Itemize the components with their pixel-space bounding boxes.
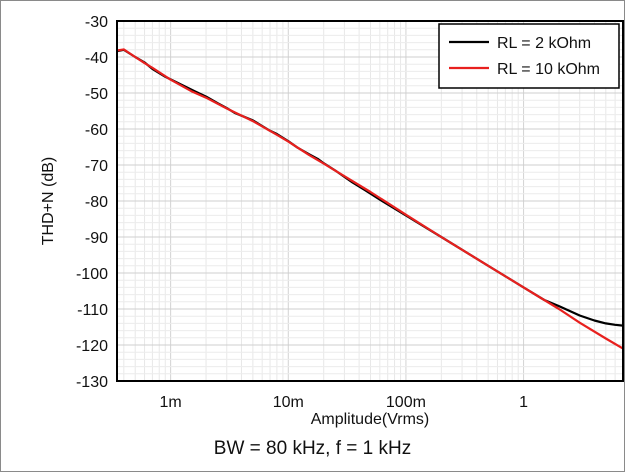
x-tick-label: 1m xyxy=(160,394,182,411)
y-tick-label: -30 xyxy=(85,14,108,31)
x-tick-label: 10m xyxy=(273,394,304,411)
y-tick-label: -130 xyxy=(76,374,108,391)
y-tick-label: -80 xyxy=(85,194,108,211)
y-axis-label: THD+N (dB) xyxy=(40,157,57,245)
series-layer xyxy=(116,48,624,350)
plot-border xyxy=(116,20,624,382)
x-tick-label: 1 xyxy=(519,394,528,411)
legend: RL = 2 kOhm RL = 10 kOhm xyxy=(438,23,620,89)
y-tick-label: -70 xyxy=(85,158,108,175)
legend-box xyxy=(438,23,620,89)
y-tick-label: -60 xyxy=(85,122,108,139)
x-axis-ticks: 1m 10m 100m 1 xyxy=(160,394,529,411)
y-tick-label: -40 xyxy=(85,50,108,67)
y-tick-label: -110 xyxy=(77,302,108,319)
chart-caption: BW = 80 kHz, f = 1 kHz xyxy=(213,438,412,459)
x-axis-label: Amplitude(Vrms) xyxy=(311,411,430,428)
legend-label-rl-2k: RL = 2 kOhm xyxy=(497,35,591,52)
legend-label-rl-10k: RL = 10 kOhm xyxy=(497,61,600,78)
series-line-rl-10k xyxy=(116,48,624,350)
y-tick-label: -50 xyxy=(85,86,108,103)
y-tick-label: -120 xyxy=(76,338,108,355)
y-tick-label: -90 xyxy=(85,230,108,247)
y-axis-ticks: -30 -40 -50 -60 -70 -80 -90 -100 -110 -120 -130 xyxy=(76,14,108,391)
x-tick-label: 100m xyxy=(386,394,426,411)
y-tick-label: -100 xyxy=(76,266,108,283)
